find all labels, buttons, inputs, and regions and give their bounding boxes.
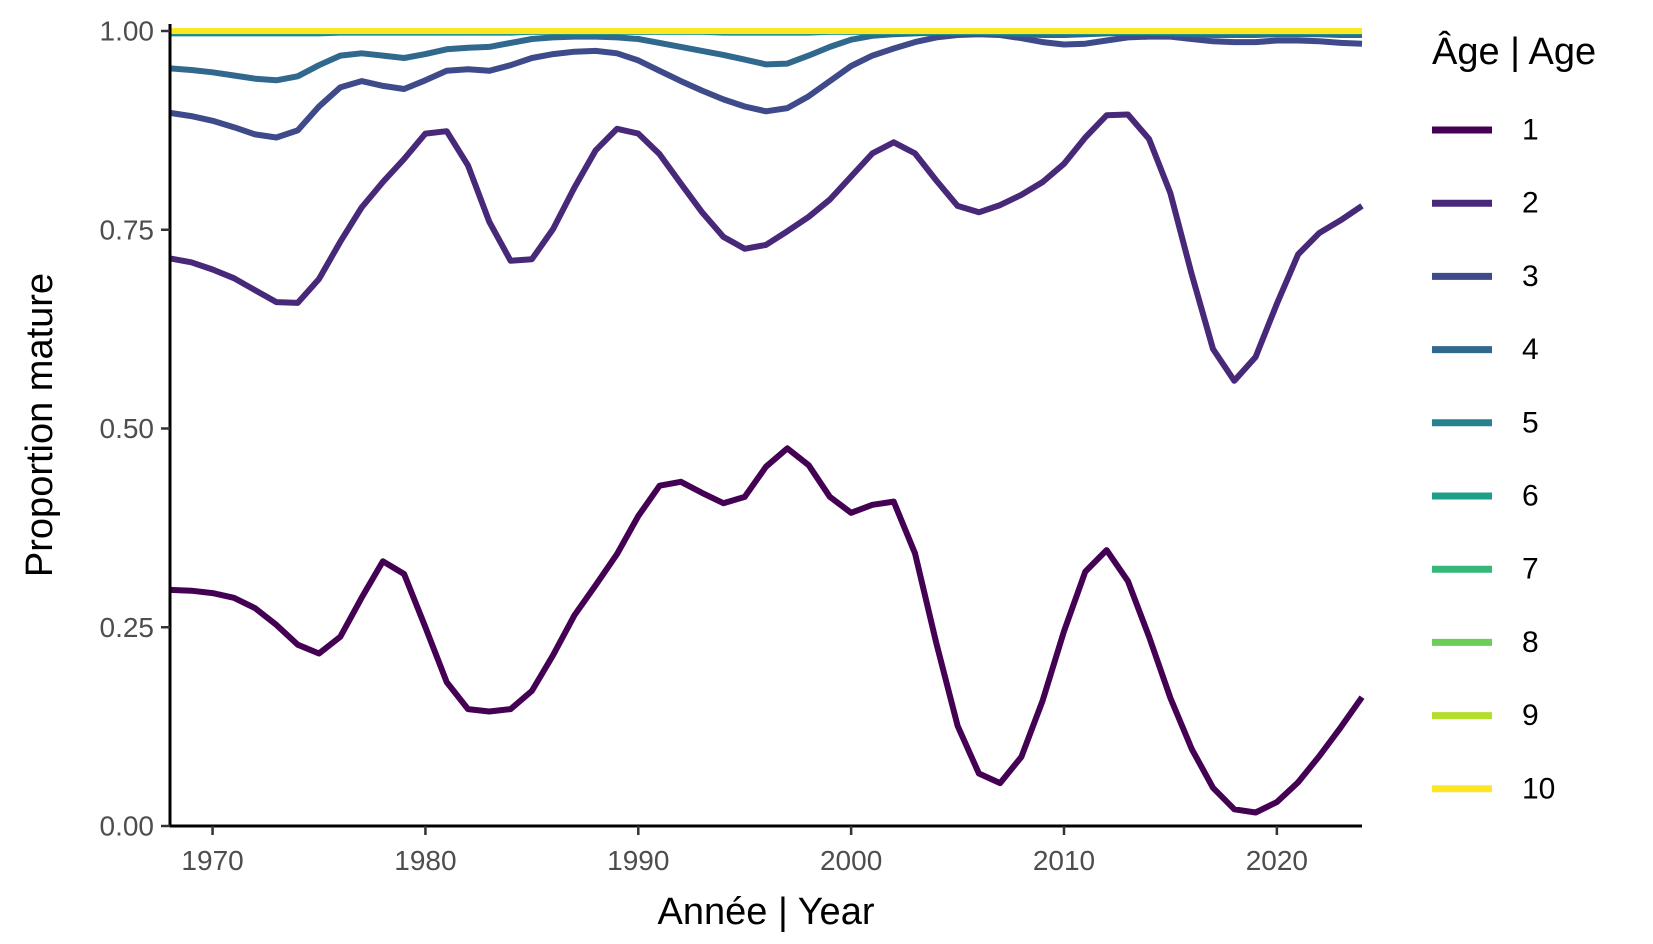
legend-label-age-10: 10 xyxy=(1522,772,1555,805)
legend-label-age-9: 9 xyxy=(1522,699,1539,732)
x-tick-label: 2020 xyxy=(1246,845,1308,876)
legend-label-age-7: 7 xyxy=(1522,553,1539,586)
y-tick-label: 0.75 xyxy=(100,214,155,245)
x-tick-label: 2000 xyxy=(820,845,882,876)
legend: 1 2 3 4 5 6 7 8 9 10 xyxy=(1432,114,1555,805)
x-tick-label: 2010 xyxy=(1033,845,1095,876)
legend-label-age-8: 8 xyxy=(1522,626,1539,659)
x-tick-label: 1980 xyxy=(394,845,456,876)
y-axis-title: Proportion mature xyxy=(19,273,61,577)
y-tick-label: 0.25 xyxy=(100,612,155,643)
series-layer xyxy=(169,28,1365,816)
series-line-age-1 xyxy=(169,445,1365,816)
legend-label-age-5: 5 xyxy=(1522,406,1539,439)
y-axis-ticks: 0.00 0.25 0.50 0.75 1.00 xyxy=(100,16,170,842)
x-tick-label: 1990 xyxy=(607,845,669,876)
series-line-age-2 xyxy=(169,111,1364,384)
x-tick-label: 1970 xyxy=(181,845,243,876)
legend-title: Âge | Age xyxy=(1432,30,1596,73)
y-tick-label: 0.50 xyxy=(100,413,155,444)
x-axis-ticks: 1970 1980 1990 2000 2010 2020 xyxy=(181,826,1308,876)
legend-label-age-3: 3 xyxy=(1522,260,1539,293)
series-line-age-3 xyxy=(169,31,1363,141)
y-tick-label: 0.00 xyxy=(100,811,155,842)
x-axis-title: Année | Year xyxy=(658,891,875,933)
legend-label-age-1: 1 xyxy=(1522,114,1539,147)
y-tick-label: 1.00 xyxy=(100,16,155,47)
legend-label-age-2: 2 xyxy=(1522,187,1539,220)
legend-label-age-4: 4 xyxy=(1522,333,1539,366)
legend-label-age-6: 6 xyxy=(1522,480,1539,513)
